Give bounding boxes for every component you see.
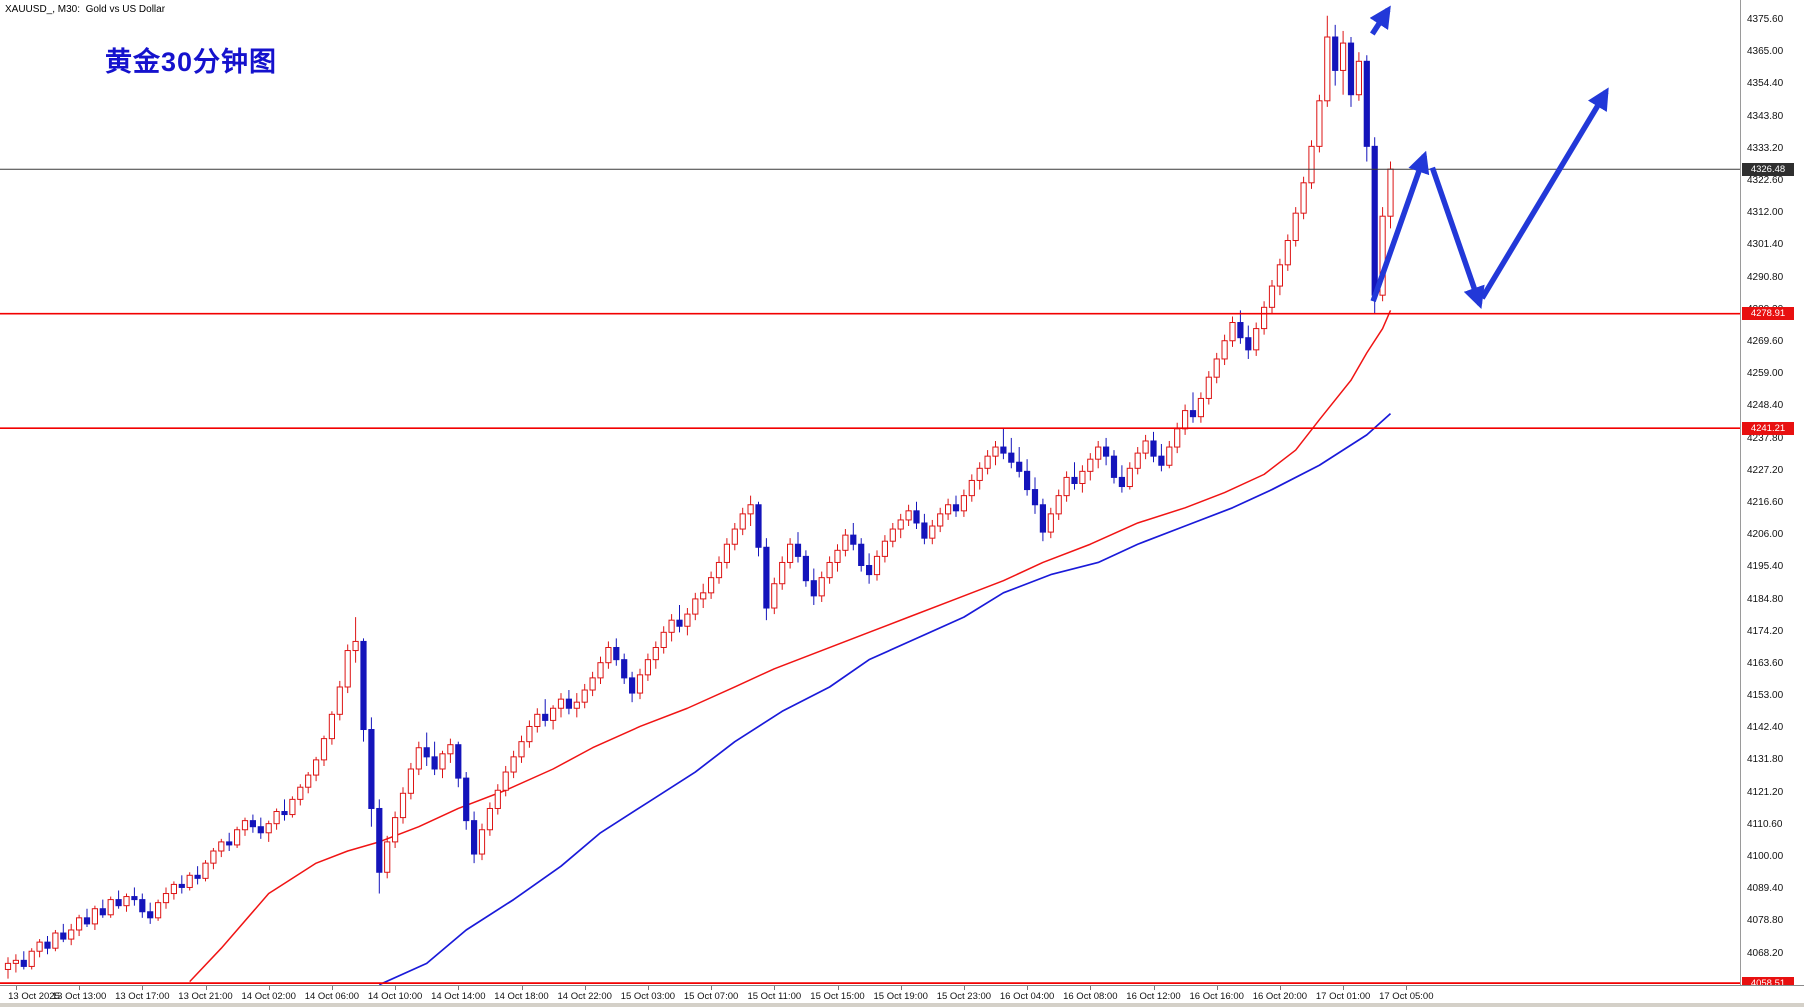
time-axis-tick <box>774 986 776 990</box>
time-axis-tick <box>963 986 965 990</box>
level-price-badge: 4278.91 <box>1742 307 1794 321</box>
chinese-annotation: 黄金30分钟图 <box>105 47 278 77</box>
price-axis-label: 4343.80 <box>1747 110 1784 122</box>
time-axis-tick <box>1279 986 1281 990</box>
price-axis-label: 4110.60 <box>1747 818 1783 830</box>
time-axis-tick <box>458 986 460 990</box>
time-axis-label: 13 Oct 21:00 <box>178 991 233 1002</box>
price-axis-label: 4354.40 <box>1747 78 1784 90</box>
time-axis-tick <box>584 986 586 990</box>
time-axis-tick <box>1406 986 1408 990</box>
time-axis-label: 15 Oct 07:00 <box>683 991 739 1002</box>
price-axis-label: 4100.00 <box>1747 851 1784 863</box>
ma-fast-line <box>189 310 1392 983</box>
time-axis-tick <box>15 986 17 990</box>
time-axis-label: 13 Oct 17:00 <box>115 991 170 1002</box>
time-axis-label: 16 Oct 04:00 <box>999 991 1055 1002</box>
time-axis-label: 17 Oct 01:00 <box>1315 991 1371 1002</box>
time-axis-label: 17 Oct 05:00 <box>1379 991 1434 1002</box>
time-axis-label: 14 Oct 22:00 <box>557 991 612 1002</box>
time-axis-tick <box>1027 986 1029 990</box>
time-axis-tick <box>1153 986 1155 990</box>
window-bottom-border <box>0 1003 1804 1007</box>
candles-group <box>4 15 1394 979</box>
price-axis-label: 4301.40 <box>1747 239 1784 251</box>
price-axis[interactable]: 4375.60 4365.00 4354.40 4343.80 4333.20 4322.… <box>1740 0 1804 990</box>
time-axis-tick <box>1090 986 1092 990</box>
time-axis-tick <box>79 986 81 990</box>
chart-symbol-title: XAUUSD_, M30: Gold vs US Dollar <box>5 4 166 15</box>
level-price-badge: 4241.21 <box>1742 421 1794 435</box>
price-axis-label: 4078.80 <box>1747 915 1784 927</box>
time-axis-label: 13 Oct 13:00 <box>51 991 107 1002</box>
time-axis-tick <box>268 986 270 990</box>
price-axis-label: 4269.60 <box>1747 335 1784 347</box>
price-axis-label: 4227.20 <box>1747 464 1784 476</box>
price-axis-label: 4131.80 <box>1747 754 1784 766</box>
trend-arrow[interactable] <box>1479 87 1609 300</box>
price-axis-label: 4333.20 <box>1747 142 1784 154</box>
trend-arrow[interactable] <box>1429 166 1485 309</box>
time-axis-label: 13 Oct 2025 <box>8 991 60 1002</box>
price-axis-label: 4322.60 <box>1747 174 1784 186</box>
time-axis-tick <box>837 986 839 990</box>
time-axis-tick <box>711 986 713 990</box>
price-axis-label: 4312.00 <box>1747 207 1784 219</box>
time-axis-label: 15 Oct 15:00 <box>810 991 865 1002</box>
price-axis-label: 4068.20 <box>1747 947 1784 959</box>
time-axis-tick <box>205 986 207 990</box>
price-axis-label: 4259.00 <box>1747 368 1784 380</box>
time-axis-label: 16 Oct 20:00 <box>1252 991 1308 1002</box>
time-axis-label: 15 Oct 03:00 <box>620 991 676 1002</box>
price-axis-label: 4121.20 <box>1747 786 1784 798</box>
time-axis-tick <box>331 986 333 990</box>
price-axis-label: 4089.40 <box>1747 883 1784 895</box>
price-axis-label: 4248.40 <box>1747 400 1784 412</box>
price-axis-label: 4153.00 <box>1747 690 1784 702</box>
price-axis-label: 4237.80 <box>1747 432 1784 444</box>
price-axis-label: 4184.80 <box>1747 593 1784 605</box>
trend-arrow[interactable] <box>1369 5 1391 36</box>
time-axis-label: 16 Oct 12:00 <box>1126 991 1181 1002</box>
time-axis-label: 14 Oct 14:00 <box>431 991 486 1002</box>
time-axis-label: 14 Oct 02:00 <box>241 991 296 1002</box>
time-axis-label: 16 Oct 08:00 <box>1063 991 1118 1002</box>
price-axis-label: 4195.40 <box>1747 561 1784 573</box>
time-axis-label: 16 Oct 16:00 <box>1189 991 1244 1002</box>
price-axis-label: 4290.80 <box>1747 271 1784 283</box>
time-axis-label: 14 Oct 06:00 <box>304 991 360 1002</box>
price-axis-label: 4142.40 <box>1747 722 1784 734</box>
time-axis-label: 15 Oct 23:00 <box>936 991 992 1002</box>
time-axis[interactable]: 13 Oct 2025 13 Oct 13:00 13 Oct 17:00 13 Oc… <box>0 985 1804 1007</box>
time-axis-tick <box>395 986 397 990</box>
current-price-badge: 4326.48 <box>1742 162 1794 176</box>
time-axis-tick <box>647 986 649 990</box>
trend-arrow[interactable] <box>1370 150 1430 303</box>
ma-slow-line <box>378 413 1392 985</box>
time-axis-tick <box>1343 986 1345 990</box>
time-axis-tick <box>1216 986 1218 990</box>
time-axis-label: 15 Oct 19:00 <box>873 991 928 1002</box>
price-axis-label: 4365.00 <box>1747 46 1784 58</box>
price-axis-label: 4206.00 <box>1747 529 1784 541</box>
price-chart[interactable] <box>0 0 1740 985</box>
price-axis-label: 4163.60 <box>1747 657 1784 669</box>
time-axis-label: 14 Oct 10:00 <box>367 991 423 1002</box>
time-axis-tick <box>142 986 144 990</box>
price-axis-label: 4174.20 <box>1747 625 1784 637</box>
time-axis-label: 14 Oct 18:00 <box>494 991 549 1002</box>
price-axis-label: 4216.60 <box>1747 496 1784 508</box>
time-axis-label: 15 Oct 11:00 <box>747 991 802 1002</box>
time-axis-tick <box>521 986 523 990</box>
time-axis-tick <box>900 986 902 990</box>
price-axis-label: 4375.60 <box>1747 14 1784 25</box>
